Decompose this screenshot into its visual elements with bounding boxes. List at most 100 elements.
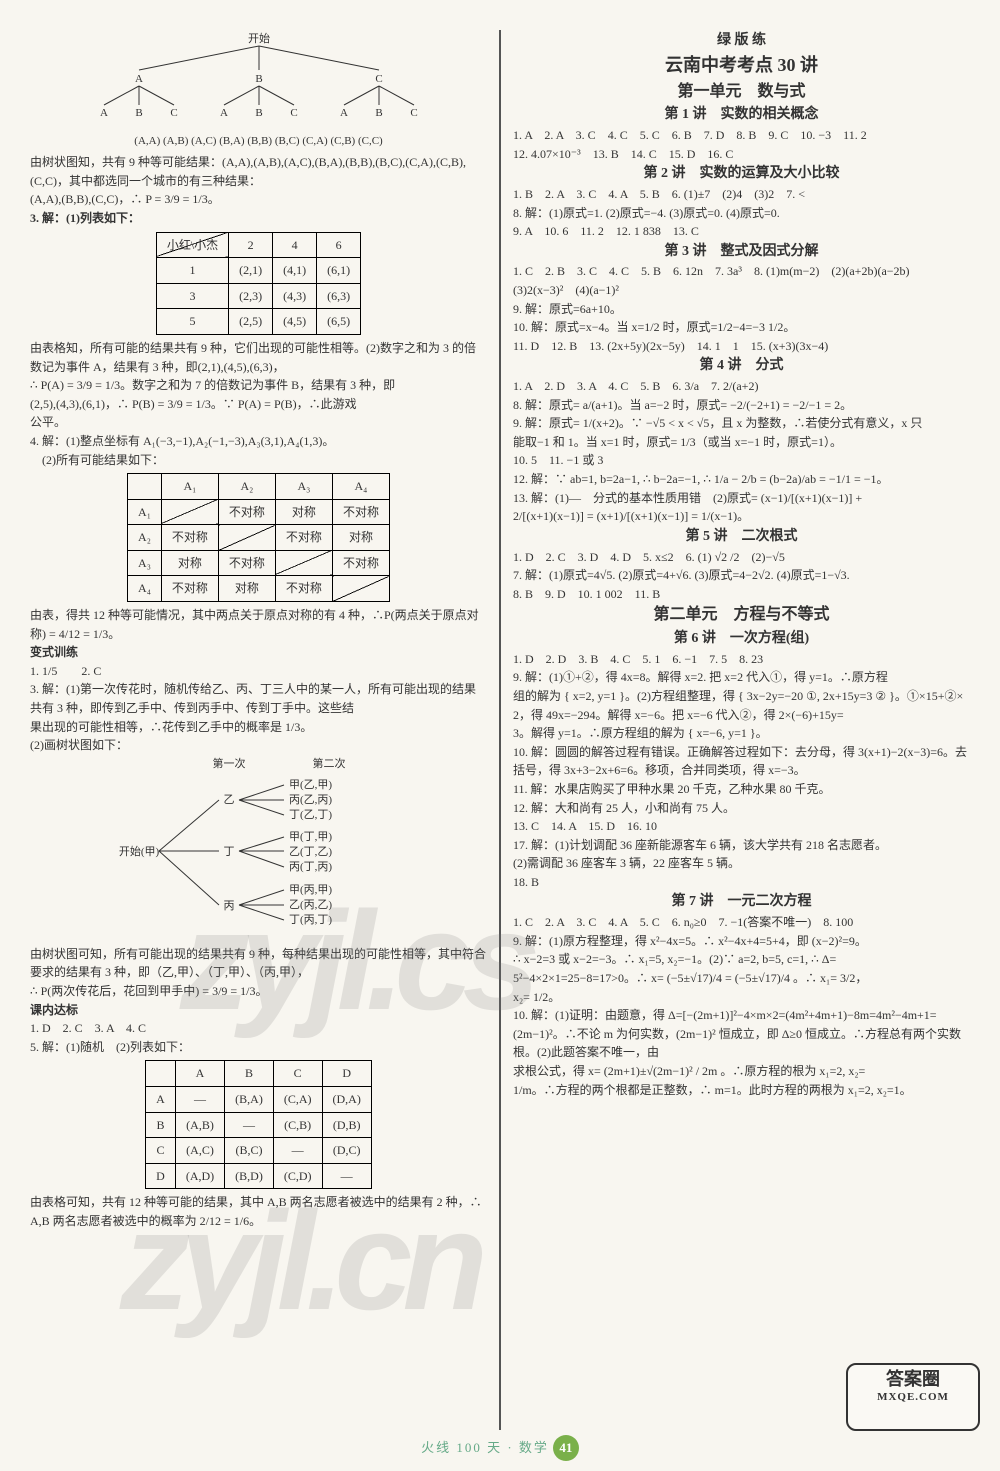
- l3-a3: 10. 解：原式=x−4。当 x=1/2 时，原式=1/2−4=−3 1/2。: [513, 318, 970, 337]
- l6-a3: 组的解为 { x=2, y=1 }。(2)方程组整理，得 { 3x−2y=−20…: [513, 687, 970, 706]
- l6-a12: 18. B: [513, 873, 970, 892]
- l6-a10: 17. 解：(1)计划调配 36 座新能源客车 6 辆，该大学共有 218 名志…: [513, 836, 970, 855]
- svg-text:丙(丁,丙): 丙(丁,丙): [289, 861, 332, 873]
- para: (A,A),(B,B),(C,C)，∴ P = 3/9 = 1/3。: [30, 190, 487, 209]
- lesson6-title: 第 6 讲 一次方程(组): [513, 628, 970, 650]
- kenei-answers: 1. D 2. C 3. A 4. C: [30, 1019, 487, 1038]
- l6-a1: 1. D 2. D 3. B 4. C 5. 1 6. −1 7. 5 8. 2…: [513, 650, 970, 669]
- svg-text:甲(丙,甲): 甲(丙,甲): [289, 884, 332, 896]
- l1-answers: 1. A 2. A 3. C 4. C 5. C 6. B 7. D 8. B …: [513, 126, 970, 163]
- bianshi-head: 变式训练: [30, 643, 487, 662]
- l4-a6: 12. 解：∵ ab=1, b=2a−1, ∴ b−2a=−1, ∴ 1/a −…: [513, 470, 970, 489]
- main-title: 云南中考考点 30 讲: [513, 52, 970, 80]
- l5-a2: 7. 解：(1)原式=4√5. (2)原式=4+√6. (3)原式=4−2√2.…: [513, 566, 970, 585]
- l7-a3: ∴ x−2=3 或 x−2=−3。∴ x₁=5, x₂=−1。(2)∵ a=2,…: [513, 950, 970, 969]
- l2-answers3: 9. A 10. 6 11. 2 12. 1 838 13. C: [513, 222, 970, 241]
- svg-text:丙(乙,丙): 丙(乙,丙): [289, 793, 332, 806]
- tree-diagram-top: 开始 A B C A B C A B C A B C: [49, 30, 469, 130]
- lesson5-title: 第 5 讲 二次根式: [513, 526, 970, 548]
- l4-a4: 能取−1 和 1。当 x=1 时，原式= 1/3（或当 x=−1 时，原式=1）…: [513, 433, 970, 452]
- stamp-url: MXQE.COM: [848, 1391, 978, 1404]
- svg-text:开始: 开始: [248, 31, 270, 45]
- svg-text:A: A: [220, 107, 228, 119]
- l6-a8: 12. 解：大和尚有 25 人，小和尚有 75 人。: [513, 799, 970, 818]
- svg-text:B: B: [375, 107, 382, 119]
- svg-text:丙: 丙: [223, 900, 234, 912]
- para: ∴ P(两次传花后，花回到甲手中) = 3/9 = 1/3。: [30, 982, 487, 1001]
- bianshi-answers: 1. 1/5 2. C: [30, 662, 487, 681]
- tree-leaves: (A,A) (A,B) (A,C) (B,A) (B,B) (B,C) (C,A…: [30, 135, 487, 148]
- l6-a2: 9. 解：(1)①+②，得 4x=8。解得 x=2. 把 x=2 代入①，得 y…: [513, 668, 970, 687]
- l2-answers2: 8. 解：(1)原式=1. (2)原式=−4. (3)原式=0. (4)原式=0…: [513, 204, 970, 223]
- l4-a2: 8. 解：原式= a/(a+1)。当 a=−2 时，原式= −2/(−2+1) …: [513, 396, 970, 415]
- svg-text:A: A: [135, 73, 143, 85]
- l6-a4: 2，得 49x=−294。解得 x=−6。把 x=−6 代入②，得 2×(−6)…: [513, 706, 970, 725]
- svg-text:甲(乙,甲): 甲(乙,甲): [289, 778, 332, 791]
- l3-a1: 1. C 2. B 3. C 4. C 5. B 6. 12n 7. 3a³ 8…: [513, 262, 970, 299]
- svg-text:甲(丁,甲): 甲(丁,甲): [289, 831, 332, 843]
- lesson2-title: 第 2 讲 实数的运算及大小比较: [513, 163, 970, 185]
- l7-a5: x₂= 1/2。: [513, 988, 970, 1007]
- l4-a8: 2/[(x+1)(x−1)] = (x+1)/[(x+1)(x−1)] = 1/…: [513, 507, 970, 526]
- lesson1-title: 第 1 讲 实数的相关概念: [513, 104, 970, 126]
- para: 由表格可知，共有 12 种等可能的结果，其中 A,B 两名志愿者被选中的结果有 …: [30, 1193, 487, 1230]
- unit1-title: 第一单元 数与式: [513, 80, 970, 105]
- l3-a4: 11. D 12. B 13. (2x+5y)(2x−5y) 14. 1 1 1…: [513, 337, 970, 356]
- l7-a2: 9. 解：(1)原方程整理，得 x²−4x=5。∴ x²−4x+4=5+4，即 …: [513, 932, 970, 951]
- l6-a7: 11. 解：水果店购买了甲种水果 20 千克，乙种水果 80 千克。: [513, 780, 970, 799]
- para: 由表格知，所有可能的结果共有 9 种，它们出现的可能性相等。(2)数字之和为 3…: [30, 339, 487, 376]
- para: ∴ P(A) = 3/9 = 1/3。数字之和为 7 的倍数记为事件 B，结果有…: [30, 376, 487, 395]
- q4-head: 4. 解：(1)整点坐标有 A₁(−3,−1),A₂(−1,−3),A₃(3,1…: [30, 432, 487, 451]
- svg-text:B: B: [255, 107, 262, 119]
- l6-a9: 13. C 14. A 15. D 16. 10: [513, 817, 970, 836]
- l3-a2: 9. 解：原式=6a+10。: [513, 300, 970, 319]
- tree-diagram-2: 第一次 第二次 开始(甲) 乙 丁 丙 甲(乙,甲) 丙(乙,丙) 丁(乙,丁)…: [99, 755, 419, 945]
- lesson4-title: 第 4 讲 分式: [513, 355, 970, 377]
- l2-answers: 1. B 2. A 3. C 4. A 5. B 6. (1)±7 (2)4 (…: [513, 185, 970, 204]
- lesson3-title: 第 3 讲 整式及因式分解: [513, 241, 970, 263]
- footer: 火线 100 天 · 数学 41: [0, 1435, 1000, 1461]
- table-3: ABCD A—(B,A)(C,A)(D,A) B(A,B)—(C,B)(D,B)…: [145, 1060, 372, 1189]
- svg-text:丁(乙,丁): 丁(乙,丁): [289, 808, 332, 821]
- l7-a4: 5²−4×2×1=25−8=17>0。∴ x= (−5±√17)/4 = (−5…: [513, 969, 970, 988]
- lesson7-title: 第 7 讲 一元二次方程: [513, 891, 970, 913]
- svg-text:A: A: [100, 107, 108, 119]
- l7-a7: 求根公式，得 x= (2m+1)±√(2m−1)² / 2m 。∴原方程的根为 …: [513, 1062, 970, 1081]
- para: 由树状图知，共有 9 种等可能结果：(A,A),(A,B),(A,C),(B,A…: [30, 153, 487, 190]
- para: 公平。: [30, 413, 487, 432]
- left-column: 开始 A B C A B C A B C A B C (A,A) (A,B) (…: [30, 30, 501, 1430]
- svg-text:丁: 丁: [223, 846, 234, 858]
- svg-text:C: C: [375, 73, 382, 85]
- l7-a8: 1/m。∴方程的两个根都是正整数，∴ m=1。此时方程的两根为 x₁=2, x₂…: [513, 1081, 970, 1100]
- l7-a6: 10. 解：(1)证明：由题意，得 Δ=[−(2m+1)]²−4×m×2=(4m…: [513, 1006, 970, 1062]
- svg-text:C: C: [290, 107, 297, 119]
- l4-a7: 13. 解：(1)— 分式的基本性质用错 (2)原式= (x−1)/[(x+1)…: [513, 489, 970, 508]
- l5-a1: 1. D 2. C 3. D 4. D 5. x≤2 6. (1) √2 /2 …: [513, 548, 970, 567]
- unit2-title: 第二单元 方程与不等式: [513, 603, 970, 628]
- green-head: 绿 版 练: [513, 30, 970, 52]
- stamp-cn: 答案圈: [848, 1369, 978, 1391]
- l4-a5: 10. 5 11. −1 或 3: [513, 451, 970, 470]
- l6-a5: 3。解得 y=1。∴原方程组的解为 { x=−6, y=1 }。: [513, 724, 970, 743]
- q5-head: 5. 解：(1)随机 (2)列表如下：: [30, 1038, 487, 1057]
- svg-text:乙: 乙: [223, 793, 234, 806]
- footer-text: 火线 100 天 · 数学: [421, 1440, 549, 1455]
- table-2: A₁A₂A₃A₄ A₁不对称对称不对称 A₂不对称不对称对称 A₃对称不对称不对…: [127, 473, 390, 602]
- l5-a3: 8. B 9. D 10. 1 002 11. B: [513, 585, 970, 604]
- l7-a1: 1. C 2. A 3. C 4. A 5. C 6. n₀≥0 7. −1(答…: [513, 913, 970, 932]
- kenei-head: 课内达标: [30, 1001, 487, 1020]
- svg-text:丁(丙,丁): 丁(丙,丁): [289, 914, 332, 926]
- svg-text:C: C: [410, 107, 417, 119]
- svg-text:C: C: [170, 107, 177, 119]
- page-number-badge: 41: [553, 1435, 579, 1461]
- para: 由表，得共 12 种等可能情况，其中两点关于原点对称的有 4 种，∴P(两点关于…: [30, 606, 487, 643]
- q4-sub: (2)所有可能结果如下：: [30, 451, 487, 470]
- page-body: 开始 A B C A B C A B C A B C (A,A) (A,B) (…: [0, 0, 1000, 1430]
- svg-text:B: B: [255, 73, 262, 85]
- table-1: 小红\小杰 2 4 6 1(2,1)(4,1)(6,1) 3(2,3)(4,3)…: [156, 232, 361, 335]
- svg-text:乙(丙,乙): 乙(丙,乙): [289, 898, 332, 911]
- svg-text:第一次: 第一次: [212, 756, 245, 770]
- l6-a6: 10. 解：圆圆的解答过程有错误。正确解答过程如下：去分母，得 3(x+1)−2…: [513, 743, 970, 780]
- svg-text:开始(甲): 开始(甲): [118, 844, 159, 858]
- svg-text:B: B: [135, 107, 142, 119]
